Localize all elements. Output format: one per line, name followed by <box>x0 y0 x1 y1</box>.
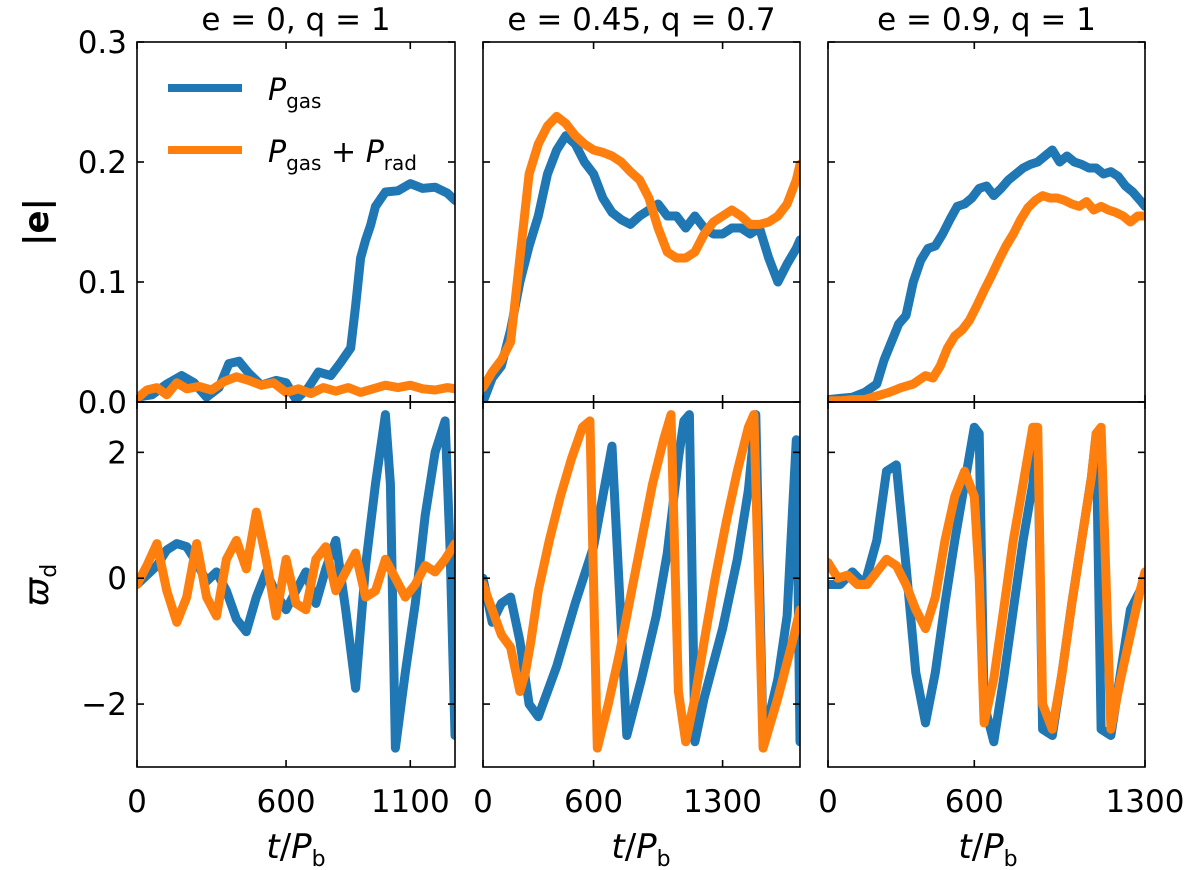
legend: Pgas Pgas + Prad <box>168 73 417 175</box>
series-line-gas <box>483 131 800 402</box>
series-line-gas <box>828 422 1145 747</box>
series-group <box>483 410 800 753</box>
panel-top-left: 0.0 0.1 0.2 0.3 e = 0, q = 1 <box>78 2 456 421</box>
panel-title: e = 0.45, q = 0.7 <box>507 2 775 38</box>
x-tick-label: 1100 <box>371 784 450 820</box>
series-line-gas <box>137 410 455 753</box>
xlabel-left: t/Pb <box>266 827 325 870</box>
y-tick-label: 0.0 <box>78 385 127 421</box>
panel-bottom-left: 0 600 1100 −2 0 2 <box>81 401 456 820</box>
y-tick-label: 0.2 <box>78 145 127 181</box>
ylabel-bottom: ϖd <box>17 564 62 606</box>
panel-bottom-right: 0 600 1300 <box>818 401 1185 820</box>
x-tick-label: 0 <box>818 784 838 820</box>
panel-top-right: e = 0.9, q = 1 <box>827 2 1146 403</box>
y-tick-label: 2 <box>107 435 127 471</box>
series-line-gas-rad <box>137 372 455 402</box>
series-line-gas-rad <box>483 410 800 753</box>
series-line-gas-rad <box>483 111 800 393</box>
axes-frame <box>136 401 456 768</box>
series-group <box>137 410 455 753</box>
y-tick-label: 0 <box>107 561 127 597</box>
series-group <box>828 145 1145 402</box>
ylabel-top: |e| <box>17 198 57 246</box>
x-tick-label: 600 <box>256 784 315 820</box>
series-line-gas-rad <box>828 191 1145 402</box>
series-group <box>483 111 800 402</box>
x-tick-label: 600 <box>564 784 623 820</box>
panel-top-middle: e = 0.45, q = 0.7 <box>482 2 801 403</box>
panel-title: e = 0, q = 1 <box>201 2 390 38</box>
panels: 0.0 0.1 0.2 0.3 e = 0, q = 1 e = 0.45, q = 0.… <box>78 2 1185 820</box>
axes-frame <box>827 401 1146 768</box>
axes-frame <box>482 401 801 768</box>
legend-label-gas: Pgas <box>268 73 321 113</box>
x-tick-label: 1300 <box>1106 784 1185 820</box>
x-tick-label: 0 <box>127 784 147 820</box>
panel-title: e = 0.9, q = 1 <box>877 2 1096 38</box>
y-tick-label: 0.3 <box>78 25 127 61</box>
panel-bottom-middle: 0 600 1300 <box>473 401 801 820</box>
series-group <box>137 179 455 402</box>
xlabel-right: t/Pb <box>958 827 1017 870</box>
series-group <box>828 422 1145 747</box>
x-tick-label: 1300 <box>683 784 762 820</box>
x-tick-label: 0 <box>473 784 493 820</box>
series-line-gas-rad <box>137 507 455 627</box>
y-tick-label: −2 <box>81 687 127 723</box>
xlabel-middle: t/Pb <box>611 827 670 870</box>
legend-label-gas-rad: Pgas + Prad <box>268 135 417 175</box>
y-tick-label: 0.1 <box>78 265 127 301</box>
axes-frame <box>827 41 1146 403</box>
x-tick-label: 600 <box>945 784 1004 820</box>
series-line-gas <box>137 179 455 402</box>
series-line-gas <box>828 145 1145 402</box>
series-line-gas-rad <box>828 422 1145 734</box>
